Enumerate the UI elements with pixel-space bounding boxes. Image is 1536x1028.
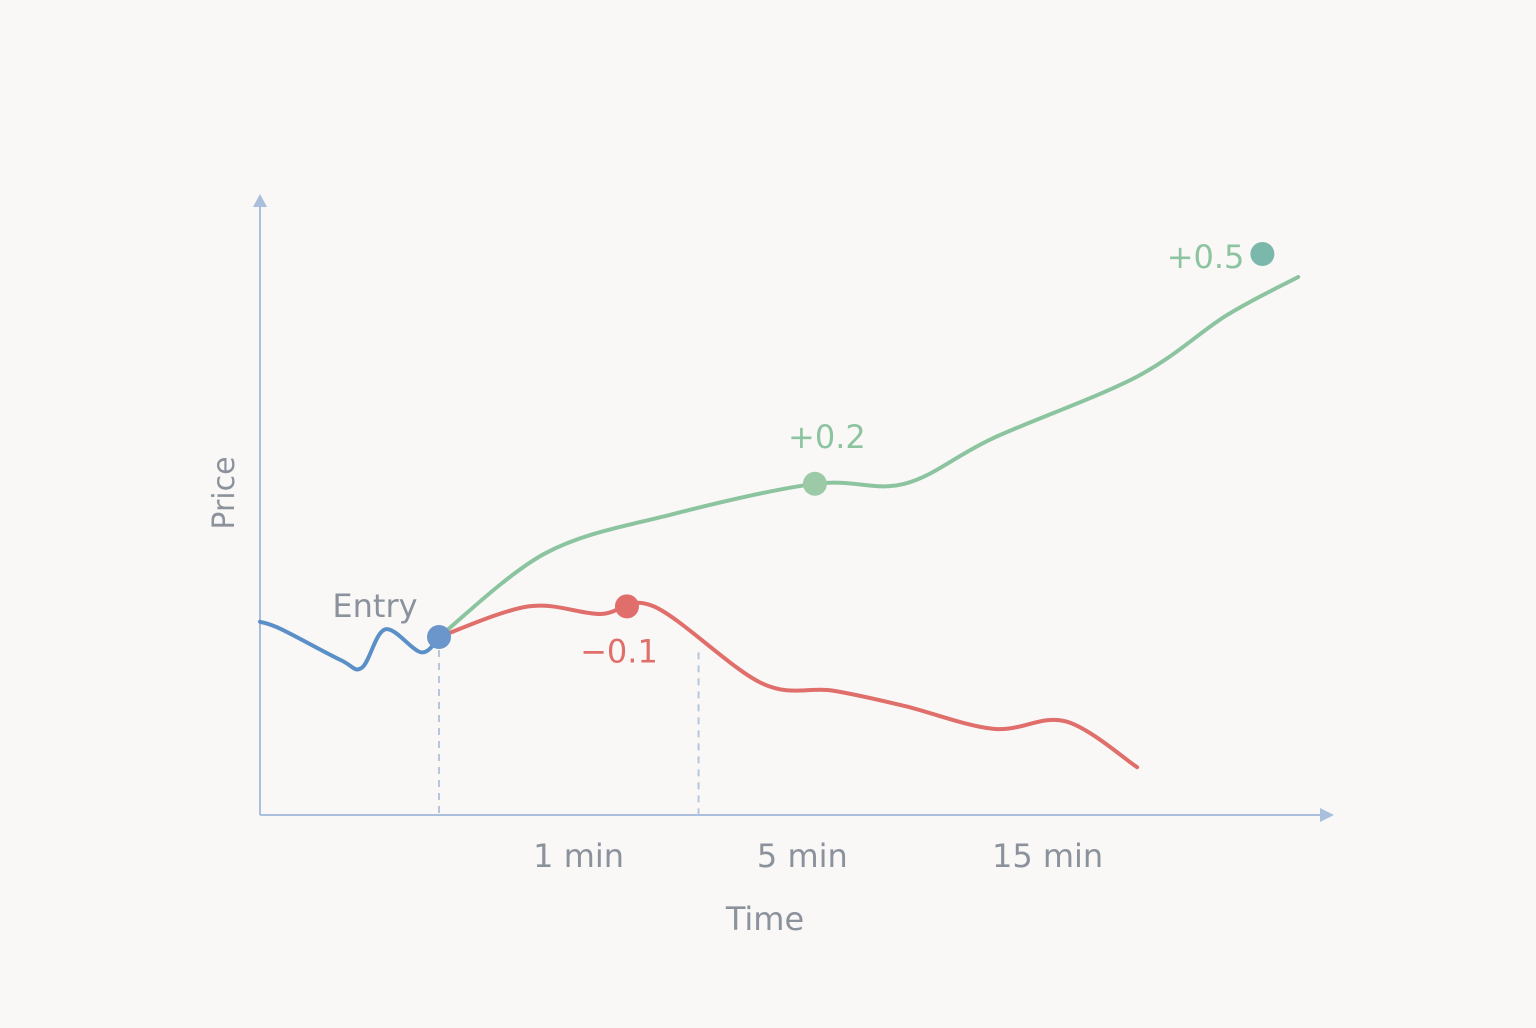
axes <box>253 194 1334 822</box>
annotation-label: +0.2 <box>788 418 866 456</box>
annotation-label: −0.1 <box>580 632 658 670</box>
x-tick-label: 5 min <box>757 837 848 875</box>
annotation-label: Entry <box>332 587 417 625</box>
y-axis-arrow <box>253 194 267 207</box>
annotation-label: +0.5 <box>1167 238 1245 276</box>
x-tick-label: 15 min <box>992 837 1103 875</box>
series-lines <box>258 275 1301 770</box>
x-axis-label: Time <box>725 900 804 938</box>
x-tick-labels: 1 min 5 min 15 min <box>533 837 1103 875</box>
series-line-pre-entry <box>258 619 441 672</box>
series-line-falling-path <box>437 600 1140 770</box>
time-markers <box>438 637 700 815</box>
annotation-point <box>802 471 827 496</box>
annotation-point <box>1250 242 1275 266</box>
annotation-points <box>427 242 1275 649</box>
x-tick-label: 1 min <box>533 837 624 875</box>
annotation-labels: Entry +0.2 +0.5 −0.1 <box>332 238 1244 670</box>
x-axis-arrow <box>1320 808 1334 822</box>
y-axis-label: Price <box>207 456 242 529</box>
annotation-point <box>427 625 451 649</box>
series-line-rising-path <box>437 275 1301 639</box>
annotation-point <box>614 594 639 619</box>
